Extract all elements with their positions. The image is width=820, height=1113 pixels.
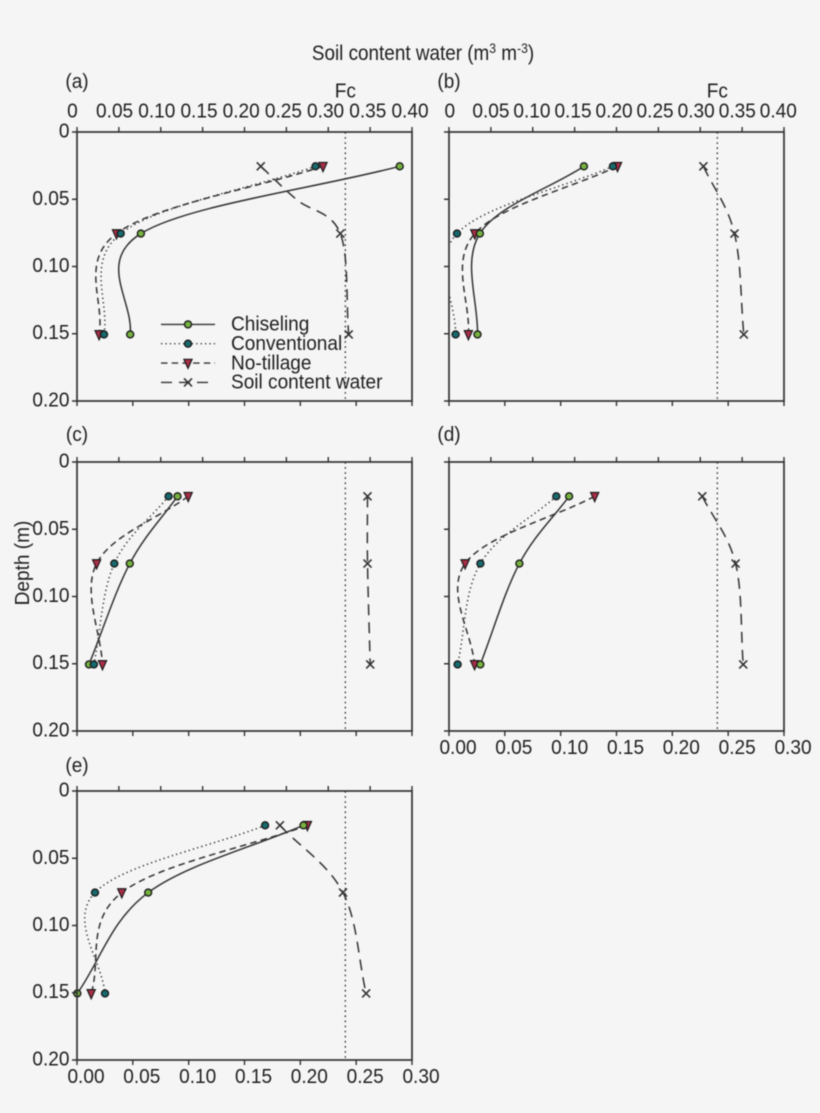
svg-text:0.00: 0.00 (439, 736, 476, 759)
svg-text:0.10: 0.10 (138, 100, 175, 123)
svg-text:0.20: 0.20 (32, 389, 69, 412)
svg-text:0.15: 0.15 (235, 1065, 272, 1088)
svg-text:0.25: 0.25 (265, 100, 302, 123)
svg-text:0.15: 0.15 (180, 100, 217, 123)
svg-text:0: 0 (67, 100, 78, 123)
svg-text:0.40: 0.40 (760, 100, 797, 123)
svg-text:(c): (c) (66, 423, 88, 446)
svg-text:0.20: 0.20 (596, 100, 633, 123)
svg-text:0.05: 0.05 (32, 187, 69, 210)
svg-text:0.10: 0.10 (32, 913, 69, 936)
svg-text:0.20: 0.20 (291, 1065, 328, 1088)
svg-text:Fc: Fc (335, 80, 356, 103)
svg-text:(a): (a) (65, 70, 88, 93)
svg-text:Chiseling: Chiseling (231, 313, 309, 336)
svg-text:0.20: 0.20 (223, 100, 260, 123)
svg-text:0.30: 0.30 (307, 100, 344, 123)
svg-text:0.05: 0.05 (472, 100, 509, 123)
svg-text:0.10: 0.10 (513, 100, 550, 123)
svg-text:0: 0 (444, 100, 455, 123)
svg-text:0.15: 0.15 (554, 100, 591, 123)
svg-text:0.10: 0.10 (32, 254, 69, 277)
svg-text:0.05: 0.05 (32, 517, 69, 540)
svg-text:(e): (e) (65, 754, 88, 777)
svg-text:0.25: 0.25 (347, 1065, 384, 1088)
svg-text:0.10: 0.10 (551, 736, 588, 759)
svg-text:0.15: 0.15 (607, 736, 644, 759)
svg-text:0.40: 0.40 (391, 100, 428, 123)
svg-text:0: 0 (59, 450, 70, 473)
svg-text:No-tillage: No-tillage (231, 352, 311, 375)
svg-text:Soil content water (m3 m-3): Soil content water (m3 m-3) (312, 40, 534, 65)
svg-text:0: 0 (59, 120, 70, 143)
svg-text:0.35: 0.35 (719, 100, 756, 123)
svg-text:0.00: 0.00 (67, 1065, 104, 1088)
svg-text:0.05: 0.05 (495, 736, 532, 759)
svg-text:Fc: Fc (707, 80, 728, 103)
svg-text:0: 0 (59, 779, 70, 802)
svg-text:Depth (m): Depth (m) (11, 521, 34, 606)
svg-text:0.05: 0.05 (123, 1065, 160, 1088)
svg-text:0.30: 0.30 (678, 100, 715, 123)
svg-text:0.20: 0.20 (663, 736, 700, 759)
svg-text:0.30: 0.30 (402, 1065, 439, 1088)
svg-text:0.35: 0.35 (349, 100, 386, 123)
svg-text:0.10: 0.10 (179, 1065, 216, 1088)
svg-text:0.20: 0.20 (32, 719, 69, 742)
svg-text:(d): (d) (437, 423, 460, 446)
svg-text:0.25: 0.25 (637, 100, 674, 123)
svg-text:0.05: 0.05 (32, 846, 69, 869)
svg-text:(b): (b) (437, 70, 460, 93)
svg-text:0.25: 0.25 (719, 736, 756, 759)
svg-text:0.30: 0.30 (774, 736, 811, 759)
svg-text:0.05: 0.05 (96, 100, 133, 123)
svg-text:0.15: 0.15 (32, 322, 69, 345)
svg-text:0.15: 0.15 (32, 981, 69, 1004)
svg-text:0.15: 0.15 (32, 652, 69, 675)
svg-text:0.20: 0.20 (32, 1048, 69, 1071)
svg-text:Soil content water: Soil content water (231, 371, 383, 394)
svg-text:0.10: 0.10 (32, 584, 69, 607)
svg-text:Conventional: Conventional (231, 332, 342, 355)
